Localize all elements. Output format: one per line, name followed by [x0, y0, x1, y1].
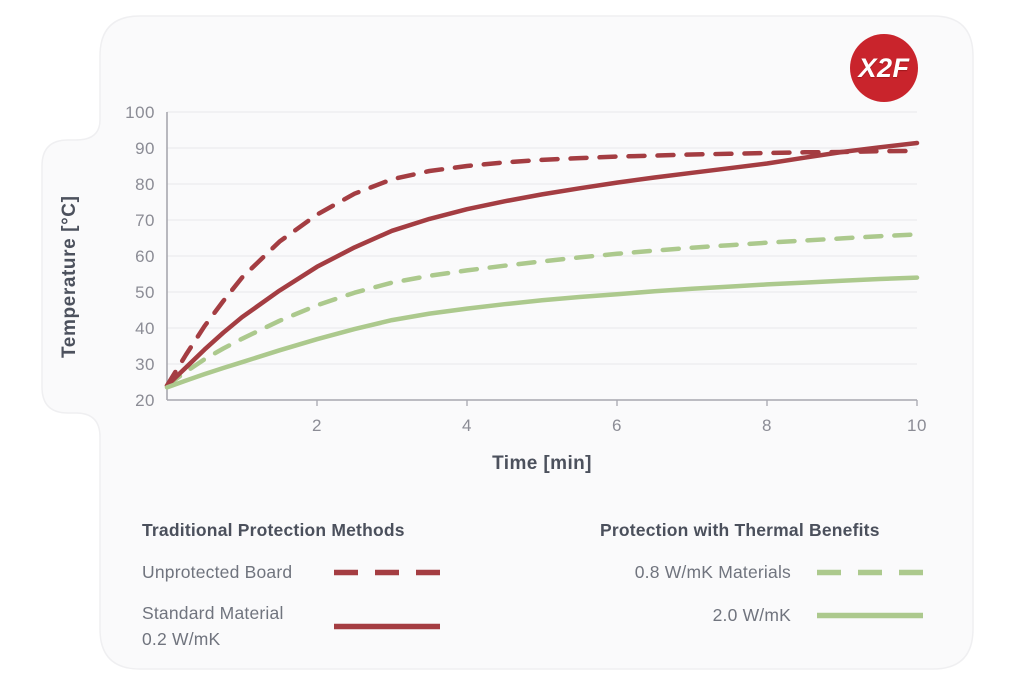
- y-tick-label-30: 30: [135, 355, 155, 374]
- y-tick-label-20: 20: [135, 391, 155, 410]
- legend-sample-line-dashed: [817, 569, 923, 575]
- series-line-standard-material-0-2-w-mk: [164, 140, 920, 388]
- legend-group-thermal: Protection with Thermal Benefits 0.8 W/mK…: [600, 520, 923, 643]
- x-axis-title: Time [min]: [492, 453, 592, 474]
- y-tick-label-60: 60: [135, 247, 155, 266]
- legend-item-2-0-w-mk: 2.0 W/mK: [600, 600, 923, 630]
- y-tick-label-100: 100: [125, 103, 155, 122]
- legend-group-traditional: Traditional Protection Methods Unprotecte…: [142, 520, 440, 666]
- y-tick-label-50: 50: [135, 283, 155, 302]
- legend-sample-line-solid: [817, 612, 923, 618]
- y-tick-label-40: 40: [135, 319, 155, 338]
- x-tick-label-4: 4: [462, 416, 472, 435]
- legend-sample-line-solid: [334, 623, 440, 629]
- legend-item-label: 0.8 W/mK Materials: [634, 561, 791, 582]
- brand-logo-text: X2F: [858, 52, 910, 83]
- legend-sample-line-dashed: [334, 569, 440, 575]
- legend-item-standard-material-0-2-w-mk: Standard Material 0.2 W/mK: [142, 600, 440, 653]
- legend-item-label: 2.0 W/mK: [712, 604, 791, 625]
- series-line-2-0-w-mk: [164, 275, 920, 390]
- y-tick-label-80: 80: [135, 175, 155, 194]
- y-tick-label-90: 90: [135, 139, 155, 158]
- card-outline: [41, 15, 974, 670]
- x-tick-label-2: 2: [312, 416, 322, 435]
- legend-title-protection-with-thermal-benefits: Protection with Thermal Benefits: [600, 520, 880, 540]
- series-line-unprotected-board: [164, 148, 920, 388]
- legend-item-unprotected-board: Unprotected Board: [142, 557, 440, 587]
- legend-item-label: Unprotected Board: [142, 561, 293, 582]
- legend-title-traditional-protection-methods: Traditional Protection Methods: [142, 520, 405, 540]
- x-tick-label-6: 6: [612, 416, 622, 435]
- line-chart: 20 30 40 50 60 70 80 90 100 2 4 6 8 10: [125, 103, 927, 435]
- x-tick-label-8: 8: [762, 416, 772, 435]
- legend-item-0-8-w-mk-materials: 0.8 W/mK Materials: [600, 557, 923, 587]
- x-tick-label-10: 10: [907, 416, 927, 435]
- legend-item-label: Standard Material 0.2 W/mK: [142, 603, 284, 650]
- y-tick-label-70: 70: [135, 211, 155, 230]
- brand-logo: X2F: [850, 34, 918, 102]
- series-line-0-8-w-mk-materials: [164, 232, 920, 388]
